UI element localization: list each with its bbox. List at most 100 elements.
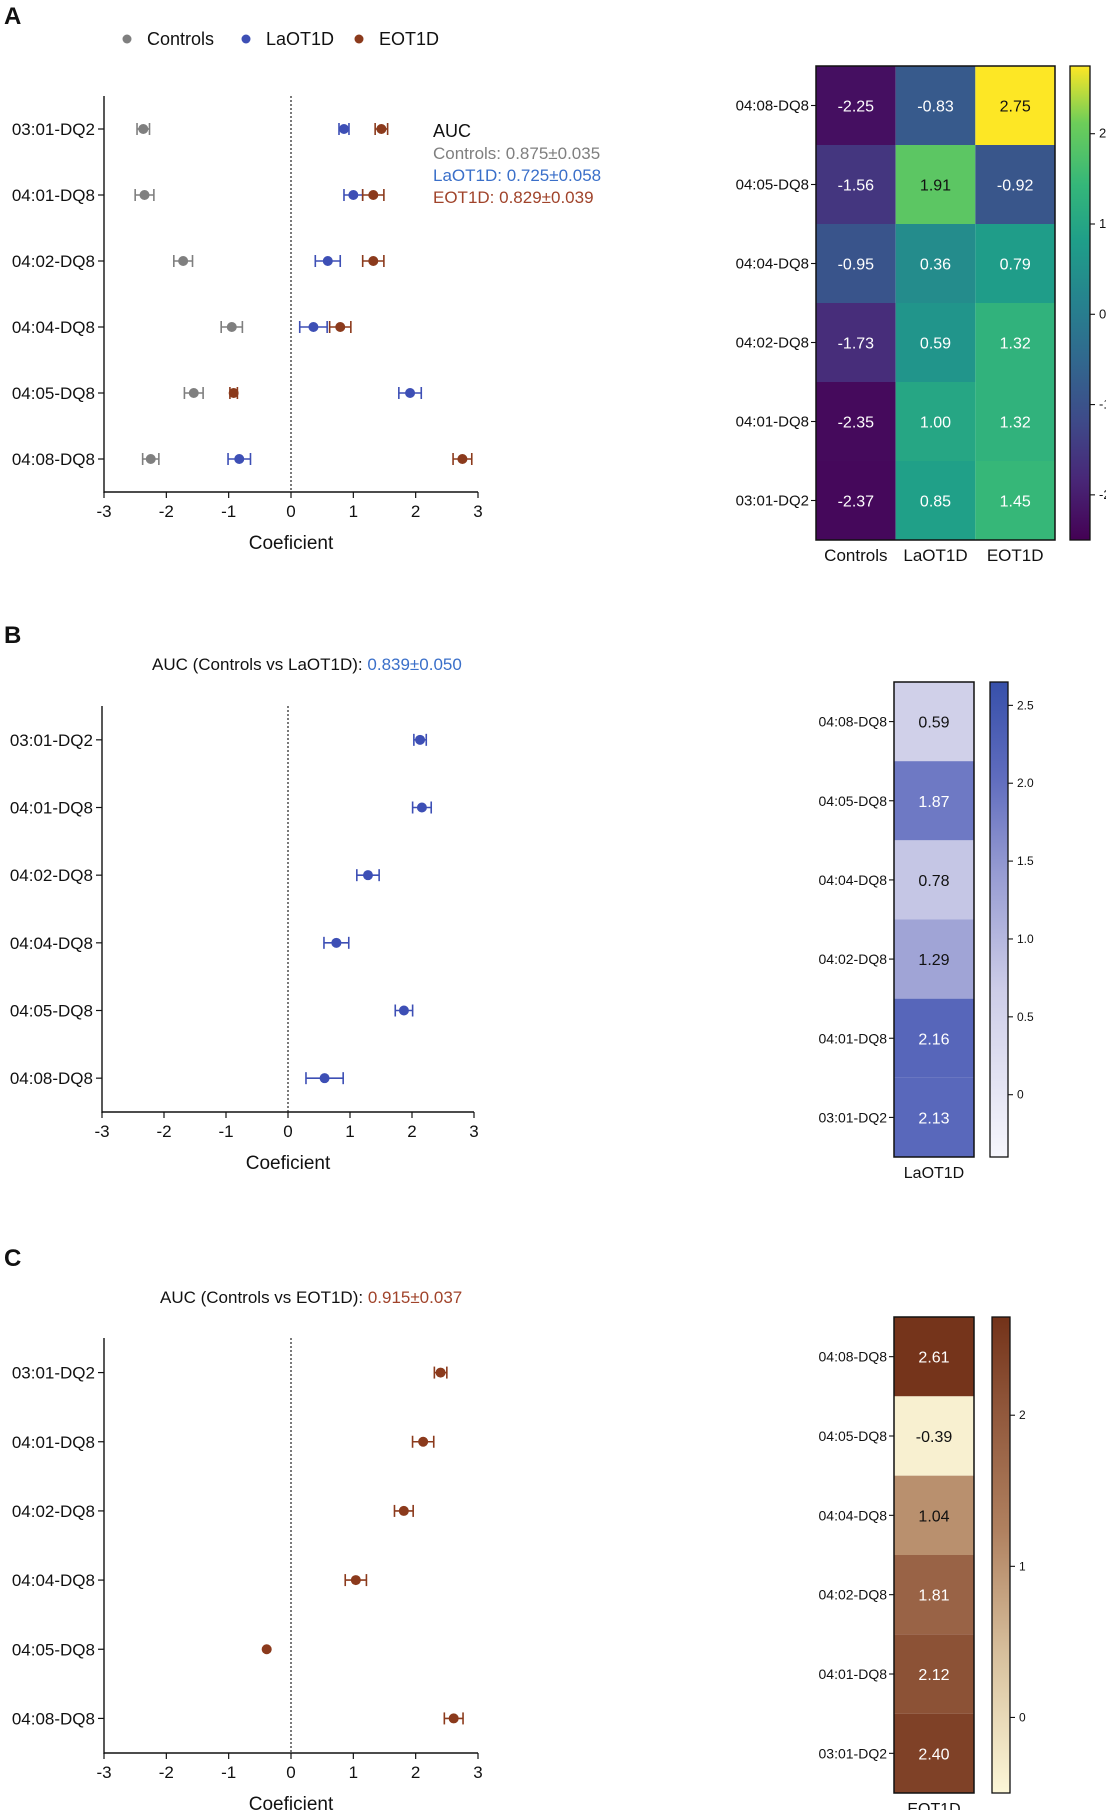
cell-value: 1.00 [920, 415, 951, 432]
cell-fill [894, 840, 974, 920]
cell-value: 0.59 [920, 336, 951, 353]
legend-label: EOT1D [379, 29, 439, 49]
heatmap-cell: 2.12 [894, 1634, 974, 1714]
row-label: 04:05-DQ8 [819, 1428, 888, 1444]
cell-value: -0.39 [916, 1429, 953, 1446]
point-marker [178, 256, 189, 266]
C-forest-plot: -3 -2 -1 0 1 2 3 Coeficient 03:01-DQ2 04:01-DQ8 04… [12, 1338, 483, 1810]
row-label: 04:08-DQ8 [819, 1349, 888, 1365]
row-label: 04:04-DQ8 [736, 256, 809, 273]
point-marker [322, 256, 333, 266]
cell-fill [975, 303, 1055, 382]
heatmap-cell: -0.83 [895, 66, 976, 145]
cell-fill [894, 1317, 974, 1397]
data-point-eot1d [393, 1504, 414, 1517]
data-point-controls [136, 123, 151, 135]
cell-value: 0.59 [918, 715, 949, 732]
cell-fill [975, 382, 1055, 461]
heatmap-border [815, 65, 1056, 541]
cell-value: 0.79 [1000, 257, 1031, 274]
x-tick-label: -3 [96, 502, 111, 521]
x-tick-label: 0 [286, 1763, 295, 1782]
column-label: EOT1D [987, 546, 1044, 565]
row-label: 04:01-DQ8 [736, 414, 809, 431]
x-tick-label: 0 [283, 1122, 292, 1141]
row-label: 04:02-DQ8 [736, 335, 809, 352]
row-label: 04:08-DQ8 [819, 714, 888, 730]
heatmap-cell: 1.45 [975, 461, 1055, 540]
point-marker [376, 124, 387, 134]
data-point-eot1d [261, 1644, 272, 1655]
auc-line: Controls: 0.875±0.035 [433, 144, 600, 163]
auc-heading: AUC [433, 121, 471, 141]
cell-fill [895, 145, 976, 224]
heatmap-cell: 1.91 [895, 145, 976, 224]
colorbar-tick-label: 0.5 [1017, 1010, 1034, 1024]
B-heatmap-grid: 0.59 04:08-DQ8 1.87 04:05-DQ8 0.78 04:04-DQ8 1… [819, 681, 1034, 1182]
data-point-eot1d [452, 453, 473, 465]
colorbar-tick-label: -1 [1099, 397, 1106, 412]
row-label: 04:02-DQ8 [819, 1587, 888, 1603]
point-marker [138, 124, 149, 134]
cell-fill [816, 303, 896, 382]
colorbar-tick-label: 1.5 [1017, 854, 1034, 868]
cell-value: 2.75 [1000, 99, 1031, 116]
x-tick-label: 0 [286, 502, 295, 521]
point-marker [319, 1073, 330, 1084]
point-marker [368, 190, 379, 200]
x-axis-label: Coeficient [246, 1153, 331, 1174]
point-marker [348, 190, 359, 200]
cell-value: -0.92 [997, 178, 1034, 195]
heatmap-cell: -1.56 [816, 145, 896, 224]
x-tick-label: 3 [473, 1763, 482, 1782]
cell-value: 1.32 [1000, 336, 1031, 353]
data-point-laot1d [227, 453, 252, 465]
cell-value: -0.95 [838, 257, 875, 274]
heatmap-cell: -0.39 [894, 1396, 974, 1476]
B-forest-plot: -3 -2 -1 0 1 2 3 Coeficient 03:01-DQ2 04:01-DQ8 04… [10, 706, 479, 1174]
cell-fill [895, 224, 976, 303]
point-marker [350, 1575, 361, 1586]
cell-fill [894, 682, 974, 762]
colorbar-tick-label: 1 [1099, 216, 1106, 231]
y-tick-label: 03:01-DQ2 [10, 731, 93, 750]
x-tick-label: -2 [156, 1122, 171, 1141]
y-tick-label: 03:01-DQ2 [12, 120, 95, 139]
heatmap-cell: 0.85 [895, 461, 976, 540]
A-heatmap-grid: -2.25 -0.83 2.75 04:08-DQ8 -1.56 1.91 -0.92 04:… [736, 65, 1106, 565]
heatmap-cell: 0.59 [894, 682, 974, 762]
y-tick-label: 04:01-DQ8 [12, 186, 95, 205]
x-tick-label: 3 [469, 1122, 478, 1141]
colorbar-tick-label: 0 [1019, 1710, 1026, 1724]
cell-value: 2.61 [918, 1350, 949, 1367]
point-marker [415, 734, 426, 745]
x-tick-label: -1 [218, 1122, 233, 1141]
heatmap-cell: 1.32 [975, 382, 1055, 461]
data-point-laot1d [343, 189, 364, 201]
cell-fill [975, 461, 1055, 540]
cell-value: -0.83 [917, 99, 954, 116]
point-marker [448, 1713, 459, 1724]
heatmap-border [893, 681, 975, 1158]
auc-title: AUC (Controls vs EOT1D): 0.915±0.037 [160, 1288, 462, 1307]
point-marker [435, 1367, 446, 1378]
point-marker [362, 870, 373, 881]
point-marker [418, 1436, 429, 1447]
cell-fill [816, 461, 896, 540]
x-tick-label: 2 [407, 1122, 416, 1141]
panel-label-b: B [4, 622, 21, 649]
panel-label-c: C [4, 1245, 21, 1272]
data-point-laot1d [323, 936, 350, 949]
point-marker [228, 388, 239, 398]
heatmap-cell: -2.37 [816, 461, 896, 540]
auc-summary: AUC Controls: 0.875±0.035 LaOT1D: 0.725±0.… [433, 121, 601, 207]
point-marker [457, 454, 468, 464]
cell-value: -1.73 [838, 336, 875, 353]
y-tick-label: 04:04-DQ8 [12, 1571, 95, 1590]
cell-value: -1.56 [838, 178, 875, 195]
data-point-eot1d [361, 189, 385, 201]
cell-fill [894, 919, 974, 999]
x-tick-label: 2 [411, 502, 420, 521]
cell-fill [816, 145, 896, 224]
data-point-controls [183, 387, 204, 399]
